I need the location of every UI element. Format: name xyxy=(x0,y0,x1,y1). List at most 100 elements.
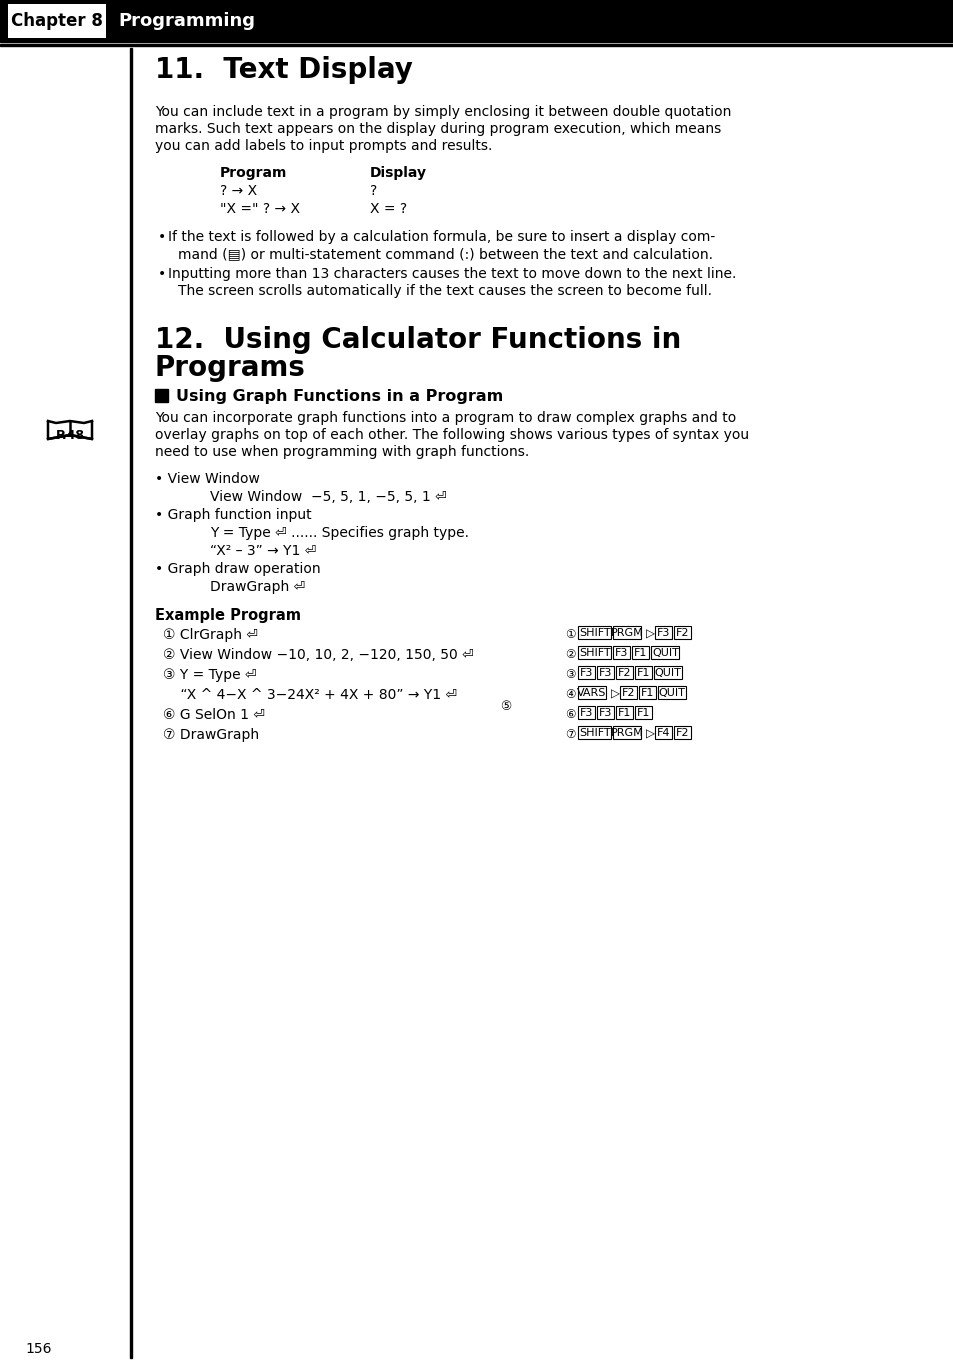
Text: Inputting more than 13 characters causes the text to move down to the next line.: Inputting more than 13 characters causes… xyxy=(168,267,736,282)
FancyBboxPatch shape xyxy=(616,706,633,718)
Text: “X ^ 4−X ^ 3−24X² + 4X + 80” → Y1 ⏎: “X ^ 4−X ^ 3−24X² + 4X + 80” → Y1 ⏎ xyxy=(163,688,456,702)
Text: QUIT: QUIT xyxy=(658,688,684,698)
Text: Y = Type ⏎ ...... Specifies graph type.: Y = Type ⏎ ...... Specifies graph type. xyxy=(210,526,469,540)
Text: • Graph function input: • Graph function input xyxy=(154,509,312,522)
Text: 12.  Using Calculator Functions in: 12. Using Calculator Functions in xyxy=(154,326,680,354)
Text: F1: F1 xyxy=(637,668,650,679)
Text: ⑦: ⑦ xyxy=(564,728,575,741)
Text: ▷: ▷ xyxy=(646,728,655,741)
Text: Using Graph Functions in a Program: Using Graph Functions in a Program xyxy=(175,389,503,404)
Text: Example Program: Example Program xyxy=(154,608,301,623)
FancyBboxPatch shape xyxy=(8,4,106,38)
FancyBboxPatch shape xyxy=(578,626,611,638)
Text: 11.  Text Display: 11. Text Display xyxy=(154,56,413,84)
Text: VARS: VARS xyxy=(577,688,606,698)
Text: ② View Window −10, 10, 2, −120, 150, 50 ⏎: ② View Window −10, 10, 2, −120, 150, 50 … xyxy=(163,647,474,662)
Text: F1: F1 xyxy=(634,649,647,658)
Text: ? → X: ? → X xyxy=(220,184,257,199)
FancyBboxPatch shape xyxy=(597,706,614,718)
Text: overlay graphs on top of each other. The following shows various types of syntax: overlay graphs on top of each other. The… xyxy=(154,428,748,442)
Text: View Window  −5, 5, 1, −5, 5, 1 ⏎: View Window −5, 5, 1, −5, 5, 1 ⏎ xyxy=(210,490,446,505)
FancyBboxPatch shape xyxy=(578,726,611,738)
FancyBboxPatch shape xyxy=(655,626,672,638)
Text: QUIT: QUIT xyxy=(654,668,680,679)
FancyBboxPatch shape xyxy=(674,626,691,638)
Text: X = ?: X = ? xyxy=(370,203,407,216)
FancyBboxPatch shape xyxy=(654,666,681,679)
Text: If the text is followed by a calculation formula, be sure to insert a display co: If the text is followed by a calculation… xyxy=(168,230,715,243)
Text: ⑥ G SelOn 1 ⏎: ⑥ G SelOn 1 ⏎ xyxy=(163,709,265,722)
Text: you can add labels to input prompts and results.: you can add labels to input prompts and … xyxy=(154,139,492,154)
Text: ?: ? xyxy=(370,184,376,199)
Text: SHIFT: SHIFT xyxy=(578,728,610,738)
Text: SHIFT: SHIFT xyxy=(578,628,610,638)
Text: F1: F1 xyxy=(640,688,654,698)
FancyBboxPatch shape xyxy=(655,726,672,738)
Text: QUIT: QUIT xyxy=(652,649,679,658)
Text: ▷: ▷ xyxy=(610,688,619,700)
Text: need to use when programming with graph functions.: need to use when programming with graph … xyxy=(154,445,529,460)
Text: ⑥: ⑥ xyxy=(564,709,575,721)
Text: F1: F1 xyxy=(637,709,650,718)
FancyBboxPatch shape xyxy=(578,685,605,699)
Text: • View Window: • View Window xyxy=(154,472,259,486)
Text: PRGM: PRGM xyxy=(611,628,643,638)
Text: ⑦ DrawGraph: ⑦ DrawGraph xyxy=(163,728,259,743)
Text: You can incorporate graph functions into a program to draw complex graphs and to: You can incorporate graph functions into… xyxy=(154,411,736,424)
Text: F4: F4 xyxy=(657,728,670,738)
FancyBboxPatch shape xyxy=(635,706,651,718)
FancyBboxPatch shape xyxy=(578,646,611,658)
Text: marks. Such text appears on the display during program execution, which means: marks. Such text appears on the display … xyxy=(154,122,720,136)
FancyBboxPatch shape xyxy=(578,666,595,679)
Text: Programs: Programs xyxy=(154,354,306,382)
FancyBboxPatch shape xyxy=(658,685,685,699)
Bar xyxy=(0,0,953,42)
Bar xyxy=(0,44,953,46)
Text: Program: Program xyxy=(220,166,287,180)
Text: ②: ② xyxy=(564,647,575,661)
Text: F1: F1 xyxy=(618,709,631,718)
Text: Programming: Programming xyxy=(118,12,254,30)
Text: F3: F3 xyxy=(579,668,593,679)
Text: DrawGraph ⏎: DrawGraph ⏎ xyxy=(210,579,305,594)
FancyBboxPatch shape xyxy=(616,666,633,679)
Text: • Graph draw operation: • Graph draw operation xyxy=(154,562,320,577)
Text: PRGM: PRGM xyxy=(611,728,643,738)
Text: F3: F3 xyxy=(598,709,612,718)
FancyBboxPatch shape xyxy=(635,666,651,679)
Text: P.48: P.48 xyxy=(55,428,85,442)
Text: F3: F3 xyxy=(657,628,670,638)
Text: F3: F3 xyxy=(579,709,593,718)
Text: F3: F3 xyxy=(615,649,628,658)
Text: Chapter 8: Chapter 8 xyxy=(11,12,103,30)
Bar xyxy=(154,389,168,403)
Text: F2: F2 xyxy=(618,668,631,679)
Text: F2: F2 xyxy=(621,688,635,698)
FancyBboxPatch shape xyxy=(613,646,630,658)
FancyBboxPatch shape xyxy=(632,646,649,658)
Text: The screen scrolls automatically if the text causes the screen to become full.: The screen scrolls automatically if the … xyxy=(178,284,711,298)
Text: F2: F2 xyxy=(676,728,689,738)
Text: ③: ③ xyxy=(564,668,575,681)
FancyBboxPatch shape xyxy=(651,646,679,658)
FancyBboxPatch shape xyxy=(613,726,640,738)
FancyBboxPatch shape xyxy=(619,685,637,699)
FancyBboxPatch shape xyxy=(639,685,656,699)
Text: "X =" ? → X: "X =" ? → X xyxy=(220,203,299,216)
Text: “X² – 3” → Y1 ⏎: “X² – 3” → Y1 ⏎ xyxy=(210,544,316,558)
Text: F3: F3 xyxy=(598,668,612,679)
Text: ⑤: ⑤ xyxy=(499,700,511,713)
Text: mand (▤) or multi-statement command (:) between the text and calculation.: mand (▤) or multi-statement command (:) … xyxy=(178,248,712,261)
FancyBboxPatch shape xyxy=(597,666,614,679)
Text: ① ClrGraph ⏎: ① ClrGraph ⏎ xyxy=(163,628,257,642)
FancyBboxPatch shape xyxy=(578,706,595,718)
Text: ④: ④ xyxy=(564,688,575,700)
Bar xyxy=(130,48,132,1359)
Text: ▷: ▷ xyxy=(646,628,655,641)
Text: ③ Y = Type ⏎: ③ Y = Type ⏎ xyxy=(163,668,256,681)
Text: Display: Display xyxy=(370,166,427,180)
Text: F2: F2 xyxy=(676,628,689,638)
Text: •: • xyxy=(158,230,166,243)
Text: You can include text in a program by simply enclosing it between double quotatio: You can include text in a program by sim… xyxy=(154,105,731,120)
Text: •: • xyxy=(158,267,166,282)
